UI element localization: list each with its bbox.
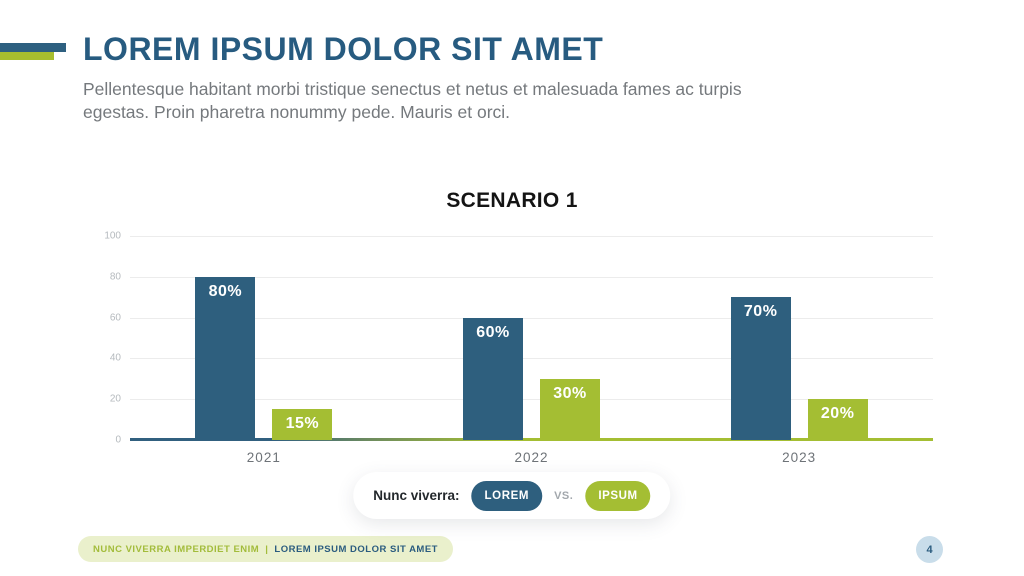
page-number-badge: 4 [916, 536, 943, 563]
slide-subtitle-line1: Pellentesque habitant morbi tristique se… [83, 79, 742, 99]
legend-label: Nunc viverra: [373, 488, 460, 503]
bar-value-label: 30% [553, 384, 587, 402]
legend-series1-pill: LOREM [471, 480, 543, 511]
bar-chart-plot-area: 100 80 60 40 20 0 80% 15% 2021 60% 30% 2022 70% 20% 20… [104, 231, 933, 465]
x-axis-label-2021: 2021 [246, 450, 281, 465]
x-axis-label-2023: 2023 [782, 450, 817, 465]
footer-breadcrumb: NUNC VIVERRA IMPERDIET ENIM | LOREM IPSU… [78, 536, 453, 562]
bar-group-2023: 70% 20% 2023 [665, 236, 933, 465]
bar-lorem-2022: 60% [462, 317, 523, 440]
bar-value-label: 80% [208, 282, 243, 300]
x-axis-baseline [130, 438, 933, 441]
slide-title: LOREM IPSUM DOLOR SIT AMET [83, 31, 604, 67]
bar-value-label: 15% [285, 415, 320, 433]
footer-slide-label: LOREM IPSUM DOLOR SIT AMET [274, 543, 438, 555]
bar-lorem-2021: 80% [195, 276, 256, 440]
gridline-100 [130, 236, 933, 237]
x-axis-label-2022: 2022 [514, 450, 549, 465]
chart-legend: Nunc viverra: LOREM VS. IPSUM [353, 472, 671, 519]
footer-separator: | [265, 543, 269, 555]
bar-ipsum-2023: 20% [807, 399, 868, 440]
accent-bar-green [0, 52, 54, 60]
gridline-40 [130, 358, 933, 360]
bar-group-2021: 80% 15% 2021 [130, 236, 398, 465]
chart-title: SCENARIO 1 [446, 189, 578, 212]
legend-series2-pill: IPSUM [585, 480, 651, 511]
gridline-20 [130, 399, 933, 401]
y-axis-tick-20: 20 [109, 393, 121, 405]
bar-value-label: 60% [476, 323, 510, 341]
bar-lorem-2023: 70% [730, 297, 791, 440]
bar-value-label: 70% [743, 303, 778, 321]
y-axis-tick-0: 0 [115, 434, 121, 446]
gridline-80 [130, 276, 933, 278]
y-axis-tick-40: 40 [109, 352, 121, 364]
y-axis-tick-100: 100 [104, 230, 121, 242]
slide-subtitle-line2: egestas. Proin pharetra nonummy pede. Ma… [83, 101, 511, 122]
bar-ipsum-2022: 30% [539, 378, 600, 440]
footer-section-label: NUNC VIVERRA IMPERDIET ENIM [93, 543, 260, 555]
bar-value-label: 20% [820, 405, 855, 423]
bar-group-2022: 60% 30% 2022 [398, 236, 666, 465]
bar-ipsum-2021: 15% [272, 409, 333, 440]
y-axis-tick-80: 80 [109, 271, 121, 283]
legend-vs-label: VS. [554, 489, 574, 502]
y-axis-tick-60: 60 [109, 312, 121, 324]
accent-bar-blue [0, 43, 66, 52]
gridline-60 [130, 317, 933, 319]
slide-subtitle: Pellentesque habitant morbi tristique se… [83, 78, 742, 123]
